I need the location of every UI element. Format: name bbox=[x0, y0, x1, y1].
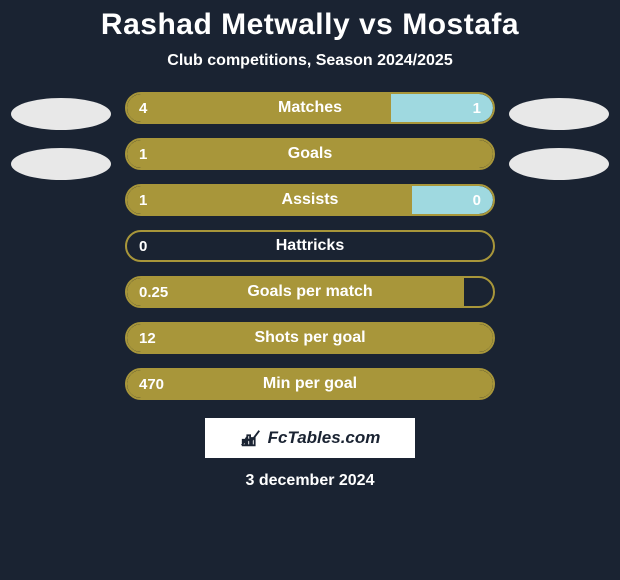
player-right-ellipse-2 bbox=[509, 148, 609, 180]
stat-value-right: 1 bbox=[473, 100, 481, 117]
player-right-ellipse-1 bbox=[509, 98, 609, 130]
left-player-col bbox=[11, 92, 111, 180]
stat-label: Goals per match bbox=[127, 283, 493, 301]
stat-label: Min per goal bbox=[127, 375, 493, 393]
infographic-root: Rashad Metwally vs Mostafa Club competit… bbox=[0, 0, 620, 580]
player-left-ellipse-1 bbox=[11, 98, 111, 130]
chart-icon bbox=[240, 427, 262, 449]
stat-row-goals-per-match: 0.25Goals per match bbox=[125, 276, 495, 308]
stat-row-min-per-goal: 470Min per goal bbox=[125, 368, 495, 400]
stat-bars: 4Matches11Goals1Assists00Hattricks0.25Go… bbox=[125, 92, 495, 400]
source-logo: FcTables.com bbox=[205, 418, 415, 458]
page-subtitle: Club competitions, Season 2024/2025 bbox=[167, 52, 452, 70]
stat-label: Assists bbox=[127, 191, 493, 209]
player-left-ellipse-2 bbox=[11, 148, 111, 180]
page-title: Rashad Metwally vs Mostafa bbox=[101, 8, 519, 42]
stat-value-right: 0 bbox=[473, 192, 481, 209]
stat-row-goals: 1Goals bbox=[125, 138, 495, 170]
logo-text: FcTables.com bbox=[268, 428, 381, 448]
stat-row-shots-per-goal: 12Shots per goal bbox=[125, 322, 495, 354]
stat-label: Goals bbox=[127, 145, 493, 163]
stat-row-assists: 1Assists0 bbox=[125, 184, 495, 216]
chart-area: 4Matches11Goals1Assists00Hattricks0.25Go… bbox=[0, 92, 620, 400]
date-label: 3 december 2024 bbox=[246, 472, 375, 490]
right-player-col bbox=[509, 92, 609, 180]
stat-label: Shots per goal bbox=[127, 329, 493, 347]
stat-label: Matches bbox=[127, 99, 493, 117]
stat-row-matches: 4Matches1 bbox=[125, 92, 495, 124]
stat-label: Hattricks bbox=[127, 237, 493, 255]
stat-row-hattricks: 0Hattricks bbox=[125, 230, 495, 262]
